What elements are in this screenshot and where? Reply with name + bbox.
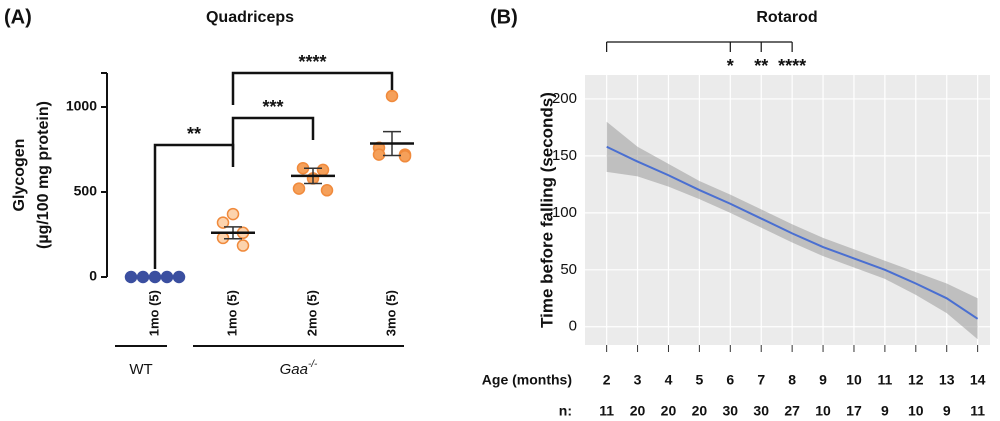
n-value: 30 — [753, 403, 769, 419]
data-point — [236, 239, 250, 252]
x-tick-label: 3 — [634, 372, 642, 388]
significance-label: * — [727, 56, 734, 76]
x-tick-label: 14 — [970, 372, 986, 388]
n-value: 30 — [723, 403, 739, 419]
group-label: Gaa-/- — [280, 359, 318, 378]
y-tick-label: 50 — [560, 261, 577, 278]
significance-label: *** — [262, 97, 283, 117]
x-tick-label: 13 — [939, 372, 955, 388]
x-tick-label: 11 — [877, 372, 892, 388]
x-tick-label: 1mo (5) — [224, 290, 239, 336]
group-name: Gaa — [280, 361, 308, 378]
plot-background — [585, 75, 990, 345]
y-tick-label: 0 — [89, 268, 97, 284]
data-point — [385, 89, 399, 103]
x-tick-label: 10 — [846, 372, 862, 388]
significance-bracket — [231, 71, 394, 105]
significance-label: ** — [187, 124, 201, 144]
chart-title: Rotarod — [756, 9, 817, 26]
significance-bracket — [153, 143, 235, 269]
panel-label: (A) — [4, 6, 32, 28]
x-axis-label: Age (months) — [482, 372, 572, 388]
n-value: 20 — [661, 403, 677, 419]
group-name: WT — [129, 361, 152, 378]
n-value: 20 — [630, 403, 646, 419]
y-tick-label: 500 — [74, 183, 98, 199]
n-value: 20 — [692, 403, 708, 419]
significance-label: **** — [778, 56, 806, 76]
data-point — [124, 270, 138, 284]
data-point — [136, 270, 150, 284]
x-tick-label: 8 — [788, 372, 796, 388]
n-label: n: — [559, 403, 572, 419]
y-tick-label: 1000 — [66, 98, 97, 114]
x-tick-label: 1mo (5) — [146, 290, 161, 336]
trend-line — [606, 145, 979, 320]
y-tick-label: 200 — [552, 90, 577, 107]
x-tick-label: 2 — [603, 372, 611, 388]
y-tick-label: 150 — [552, 147, 577, 164]
n-value: 10 — [908, 403, 924, 419]
x-tick-label: 5 — [695, 372, 703, 388]
x-tick-label: 7 — [757, 372, 765, 388]
data-point — [316, 163, 330, 177]
data-point — [320, 184, 334, 197]
n-value: 27 — [784, 403, 800, 419]
n-value: 9 — [943, 403, 951, 419]
chart-title: Quadriceps — [206, 9, 294, 26]
data-point — [172, 270, 186, 284]
data-point — [160, 270, 174, 284]
x-tick-label: 3mo (5) — [383, 290, 398, 336]
x-tick-label: 9 — [819, 372, 827, 388]
data-point — [216, 216, 230, 229]
x-tick-label: 2mo (5) — [304, 290, 319, 336]
data-point — [148, 270, 162, 284]
n-value: 9 — [881, 403, 889, 419]
data-point — [292, 182, 306, 195]
y-axis-label: (µg/100 mg protein) — [35, 101, 52, 249]
x-tick-label: 12 — [908, 372, 924, 388]
group-superscript: -/- — [308, 359, 318, 370]
significance-label: ** — [754, 56, 768, 76]
x-tick-label: 6 — [726, 372, 734, 388]
x-tick-label: 4 — [665, 372, 673, 388]
y-axis-label: Glycogen — [11, 139, 28, 212]
n-value: 10 — [815, 403, 831, 419]
y-tick-label: 0 — [569, 318, 577, 335]
data-point — [372, 148, 386, 161]
panel-label: (B) — [490, 6, 518, 28]
group-label: WT — [129, 361, 152, 378]
n-value: 11 — [970, 403, 985, 419]
significance-label: **** — [298, 52, 326, 72]
data-point — [398, 150, 412, 163]
significance-bracket — [231, 116, 315, 150]
n-value: 17 — [846, 403, 862, 419]
n-value: 11 — [599, 403, 614, 419]
confidence-band — [606, 121, 978, 340]
y-axis-label: Time before falling (seconds) — [537, 92, 556, 328]
data-point — [226, 207, 240, 221]
y-tick-label: 100 — [552, 204, 577, 221]
